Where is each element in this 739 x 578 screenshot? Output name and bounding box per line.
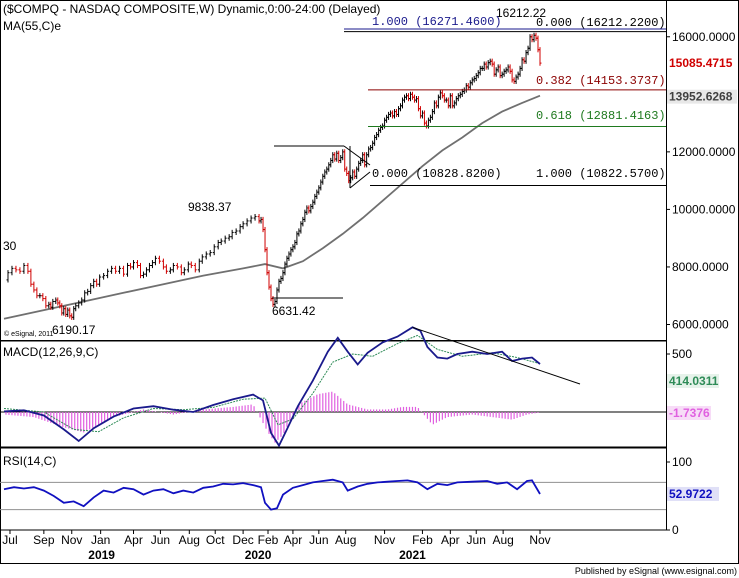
price-annotation: 6631.42	[272, 304, 316, 318]
x-month-label: Feb	[258, 533, 279, 547]
last-price-label: 15085.4715	[669, 56, 733, 70]
macd-line	[3, 326, 541, 448]
rsi-panel	[0, 447, 667, 531]
price-tick-label: 8000.0000	[672, 260, 729, 274]
x-year-label: 2021	[399, 548, 426, 562]
x-month-label: Apr	[124, 533, 143, 547]
macd-layer: 500 414.0311 -1.7376	[0, 326, 719, 448]
x-year-label: 2019	[88, 548, 115, 562]
macd-trendline	[412, 326, 581, 385]
price-annotation: 6190.17	[52, 323, 96, 337]
fib-layer: 1.000 (16271.4600) 0.000 (16212.2200) 0.38…	[274, 15, 666, 189]
fib-label-0000-top: 0.000 (16212.2200)	[536, 16, 666, 30]
macd-tick-label: 500	[672, 347, 692, 361]
x-month-label: Jul	[2, 533, 17, 547]
fib-label-0618: 0.618 (12881.4163)	[536, 109, 666, 123]
rsi-value-tag-bg	[667, 486, 719, 501]
fib-label-1000-bottom: 1.000 (10822.5700)	[536, 167, 666, 181]
price-tick-label: 12000.0000	[672, 145, 736, 159]
macd-title: MACD(12,26,9,C)	[3, 345, 98, 359]
x-year-label: 2020	[245, 548, 272, 562]
x-month-label: Nov	[529, 533, 550, 547]
rsi-title: RSI(14,C)	[3, 454, 56, 468]
x-month-label: Apr	[441, 533, 460, 547]
x-month-label: Aug	[335, 533, 356, 547]
ma-line	[3, 94, 541, 320]
price-title: ($COMPQ - NASDAQ COMPOSITE,W) Dynamic,0:…	[3, 2, 380, 16]
ma-value-label: 13952.6268	[669, 90, 733, 104]
macd-panel	[0, 340, 667, 448]
price-tick-label: 16000.0000	[672, 30, 736, 44]
x-axis: Jul Sep Nov Jan Apr Jun Aug Oct Dec Feb Apr Jun Aug N…	[2, 530, 551, 562]
price-annotation: 16212.22	[496, 6, 546, 20]
triangle-upper	[343, 145, 371, 166]
x-month-label: Jun	[467, 533, 486, 547]
x-month-label: Jun	[309, 533, 328, 547]
fib-label-1000-top: 1.000 (16271.4600)	[372, 15, 502, 29]
rsi-line	[3, 478, 541, 511]
watermark: © eSignal, 2011	[4, 330, 54, 338]
x-month-label: Dec	[232, 533, 253, 547]
rsi-value-label: 52.9722	[669, 487, 713, 501]
price-tick-label: 10000.0000	[672, 202, 736, 216]
ma-value-tag-bg	[667, 89, 737, 104]
rsi-layer: 10050052.9722	[0, 455, 719, 537]
fib-label-0000-bottom: 0.000 (10828.8200)	[372, 167, 502, 181]
price-annotation: 30	[3, 239, 17, 253]
x-month-label: Nov	[374, 533, 395, 547]
ma-layer	[3, 94, 541, 320]
triangle-lower	[349, 171, 371, 189]
macd-value-label: 414.0311	[669, 374, 719, 388]
price-axis: 16000.000014000.000012000.000010000.0000…	[666, 30, 737, 331]
hist-value-tag-bg	[667, 406, 711, 420]
last-price-tag-bg	[667, 56, 737, 71]
ma-title: MA(55,C)e	[3, 19, 61, 33]
x-month-label: Apr	[284, 533, 303, 547]
x-month-label: Aug	[179, 533, 200, 547]
hist-value-label: -1.7376	[669, 406, 710, 420]
x-month-label: Nov	[61, 533, 82, 547]
macd-value-tag-bg	[667, 374, 719, 388]
x-month-label: Jan	[91, 533, 110, 547]
x-month-label: Aug	[492, 533, 513, 547]
fib-label-0382: 0.382 (14153.3737)	[536, 74, 666, 88]
rsi-tick-label: 0	[672, 523, 679, 537]
x-month-label: Sep	[33, 533, 55, 547]
x-month-label: Feb	[412, 533, 433, 547]
x-month-label: Jun	[151, 533, 170, 547]
price-tick-label: 6000.0000	[672, 317, 729, 331]
x-month-label: Oct	[206, 533, 225, 547]
footer-credit: Published by eSignal (www.esignal.com)	[575, 566, 737, 576]
price-annotation: 9838.37	[188, 200, 232, 214]
macd-signal-line	[3, 334, 541, 433]
rsi-tick-label: 100	[672, 455, 692, 469]
